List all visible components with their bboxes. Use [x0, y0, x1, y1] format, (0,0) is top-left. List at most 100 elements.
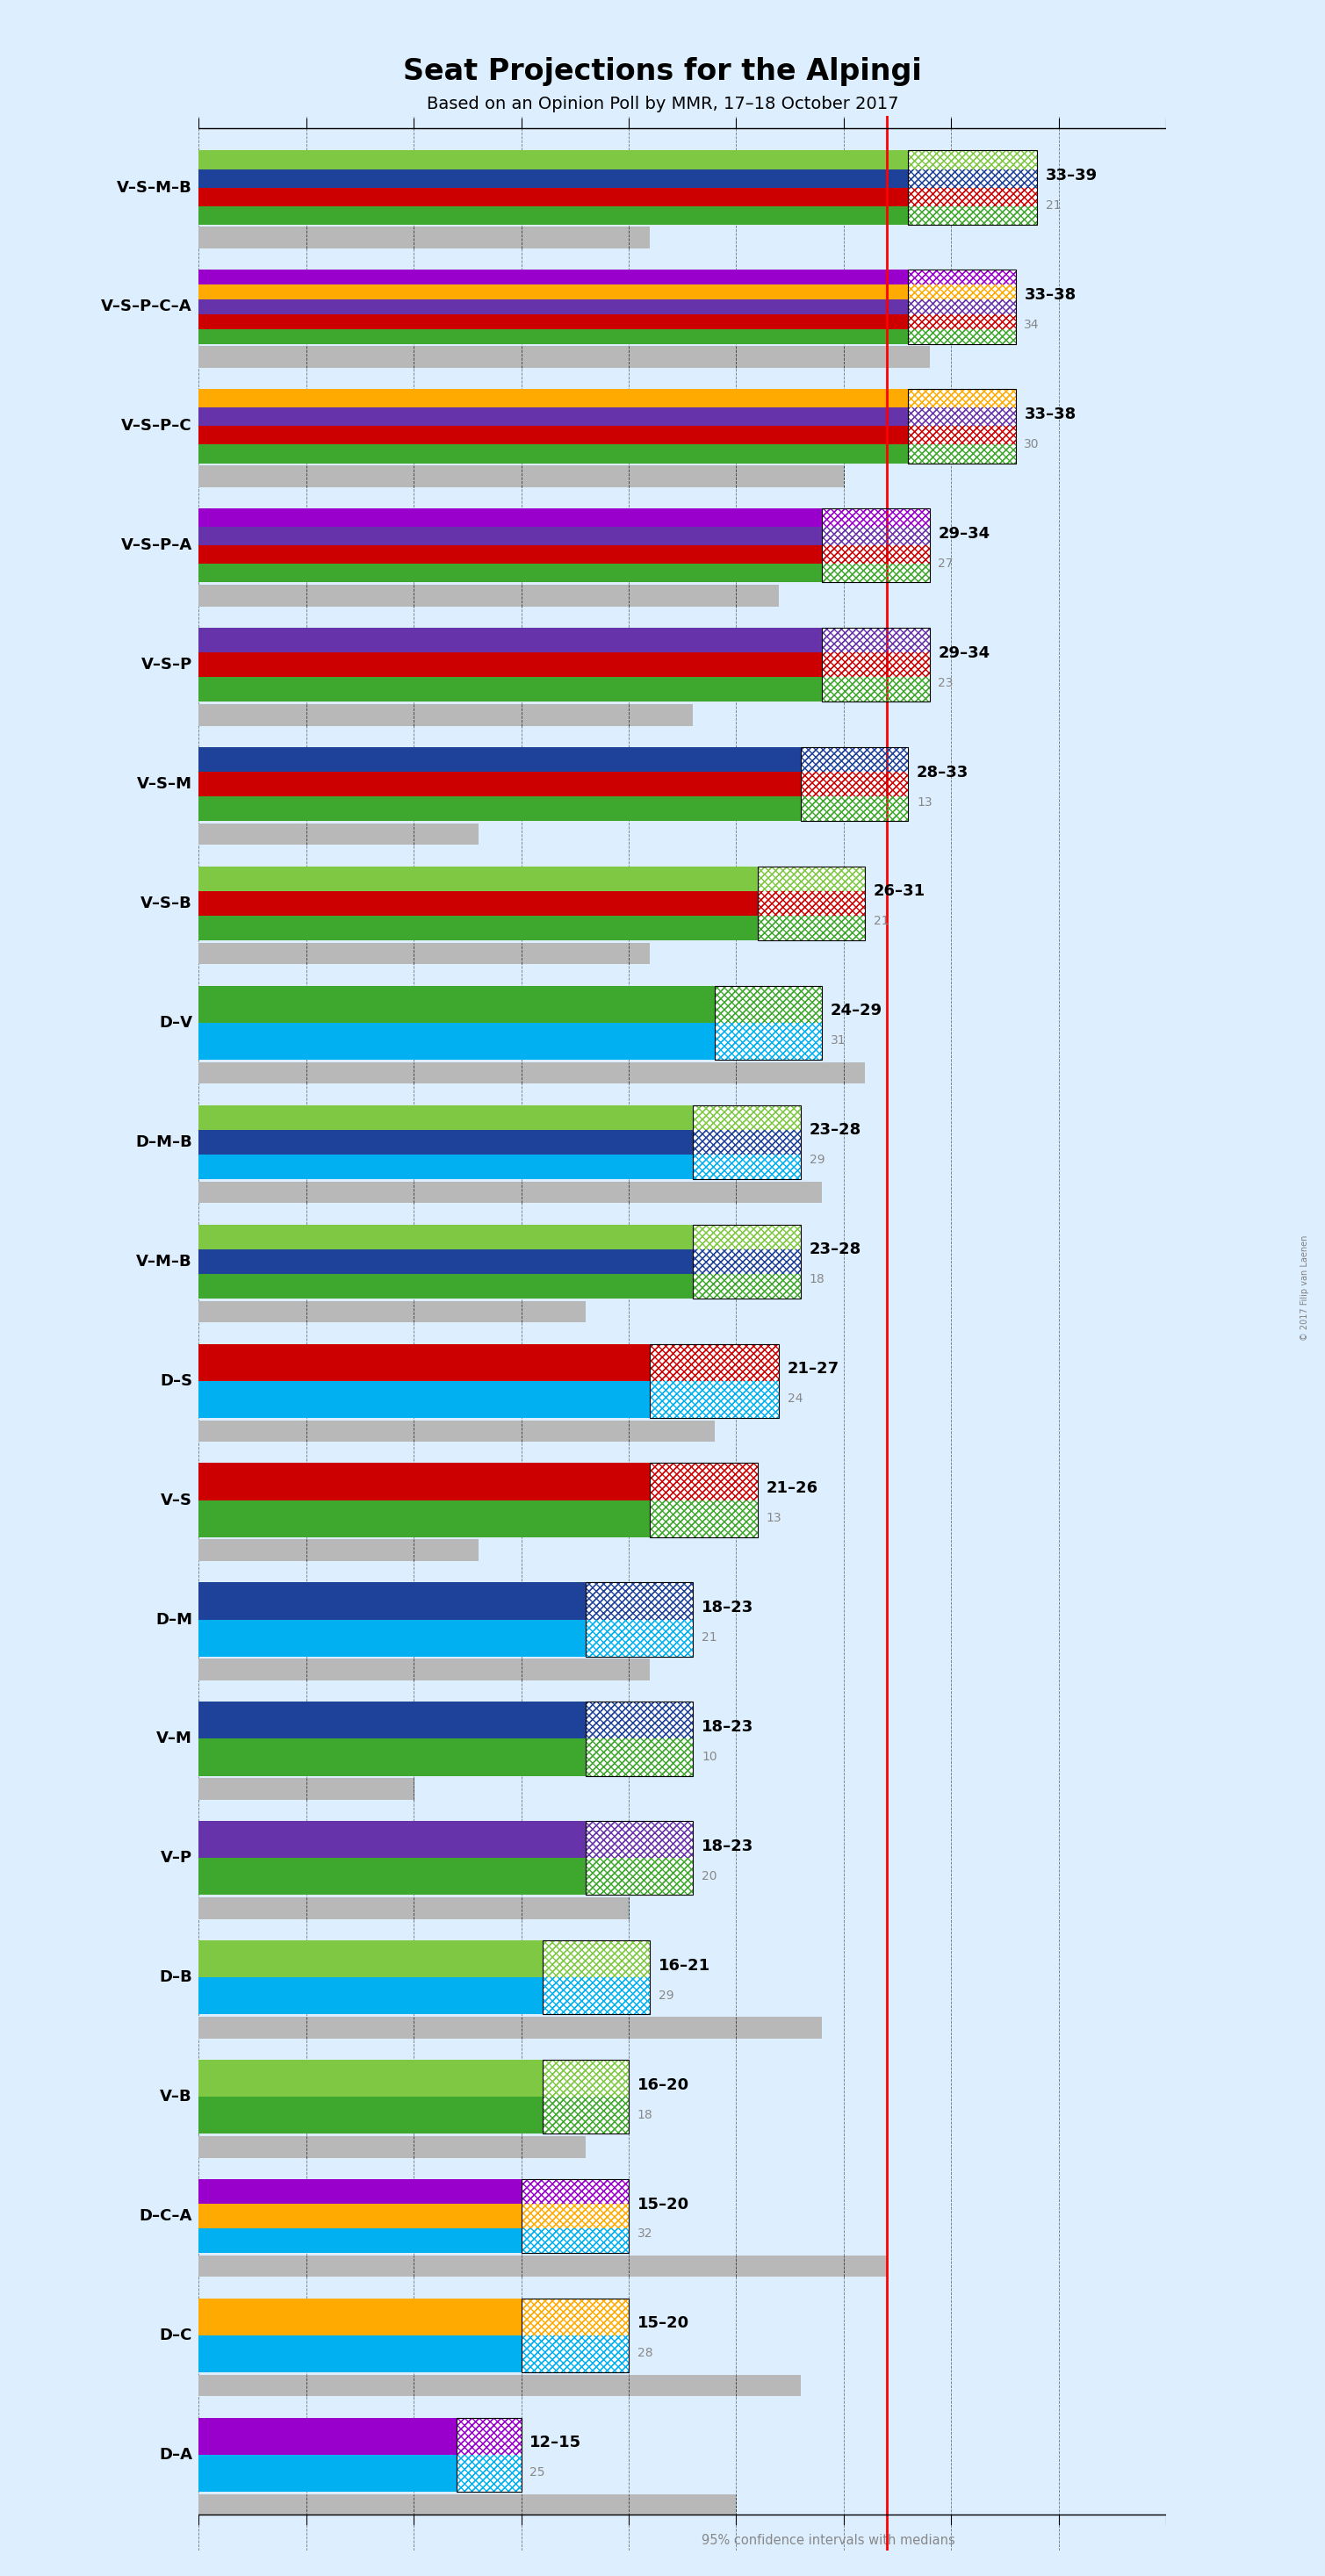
Bar	[457, 2419, 521, 2455]
Text: 32: 32	[637, 2228, 653, 2241]
Bar	[758, 891, 865, 917]
Bar	[693, 1154, 800, 1180]
Bar	[908, 270, 1015, 286]
Bar	[199, 314, 908, 330]
Bar	[693, 1105, 800, 1131]
Bar	[651, 1381, 779, 1417]
Bar	[586, 1739, 693, 1775]
Bar	[908, 188, 1037, 206]
Bar	[457, 2419, 521, 2455]
Bar	[199, 1061, 865, 1084]
Bar	[908, 330, 1015, 343]
Bar	[651, 1463, 758, 1499]
Bar	[693, 1224, 800, 1249]
Bar	[199, 1301, 586, 1321]
Bar	[822, 677, 930, 701]
Text: 29–34: 29–34	[938, 644, 990, 662]
Text: 30: 30	[1024, 438, 1040, 451]
Bar	[586, 1703, 693, 1775]
Text: Seat Projections for the Alpingi: Seat Projections for the Alpingi	[403, 57, 922, 85]
Bar	[199, 1131, 693, 1154]
Bar	[199, 170, 908, 188]
Bar	[908, 286, 1015, 299]
Bar	[521, 2298, 628, 2336]
Text: 33–38: 33–38	[1024, 286, 1076, 304]
Bar	[521, 2205, 628, 2228]
Text: V–P: V–P	[160, 1850, 192, 1865]
Bar	[521, 2179, 628, 2205]
Text: 12–15: 12–15	[530, 2434, 582, 2450]
Bar	[586, 1857, 693, 1896]
Bar	[586, 1821, 693, 1896]
Bar	[908, 206, 1037, 224]
Text: 34: 34	[1024, 319, 1040, 330]
Bar	[651, 1499, 758, 1538]
Text: 28: 28	[637, 2347, 653, 2360]
Bar	[651, 1499, 758, 1538]
Bar	[908, 149, 1037, 224]
Bar	[543, 1978, 651, 2014]
Bar	[543, 1940, 651, 1978]
Bar	[199, 2017, 821, 2038]
Bar	[543, 1940, 651, 1978]
Bar	[908, 188, 1037, 206]
Bar	[908, 314, 1015, 330]
Bar	[199, 446, 908, 464]
Bar	[199, 2136, 586, 2159]
Bar	[521, 2336, 628, 2372]
Text: 21–27: 21–27	[787, 1360, 840, 1376]
Bar	[199, 2179, 521, 2205]
Bar	[908, 286, 1015, 299]
Bar	[586, 1821, 693, 1857]
Text: 21–26: 21–26	[766, 1481, 818, 1497]
Bar	[908, 299, 1015, 314]
Bar	[199, 1419, 714, 1443]
Bar	[800, 796, 908, 822]
Bar	[908, 446, 1015, 464]
Text: 27: 27	[938, 556, 954, 569]
Bar	[800, 773, 908, 796]
Bar	[908, 299, 1015, 314]
Text: 29: 29	[810, 1154, 824, 1167]
Bar	[586, 1703, 693, 1739]
Bar	[457, 2455, 521, 2491]
Bar	[758, 891, 865, 917]
Bar	[199, 747, 800, 773]
Bar	[822, 546, 930, 564]
Bar	[199, 917, 758, 940]
Bar	[199, 1978, 543, 2014]
Text: V–M–B: V–M–B	[136, 1255, 192, 1270]
Bar	[908, 425, 1015, 446]
Bar	[908, 407, 1015, 425]
Bar	[693, 1224, 800, 1249]
Bar	[693, 1224, 800, 1298]
Bar	[758, 866, 865, 891]
Bar	[521, 2179, 628, 2254]
Bar	[586, 1821, 693, 1857]
Bar	[521, 2228, 628, 2254]
Bar	[199, 270, 908, 286]
Bar	[800, 747, 908, 773]
Bar	[758, 866, 865, 940]
Text: D–M: D–M	[155, 1613, 192, 1628]
Bar	[822, 629, 930, 652]
Text: 25: 25	[530, 2468, 545, 2478]
Text: 26–31: 26–31	[873, 884, 926, 899]
Bar	[199, 1857, 586, 1896]
Bar	[199, 891, 758, 917]
Bar	[758, 866, 865, 891]
Bar	[714, 987, 821, 1023]
Bar	[800, 773, 908, 796]
Bar	[199, 652, 821, 677]
Bar	[822, 546, 930, 564]
Bar	[199, 425, 908, 446]
Text: V–S–P–C–A: V–S–P–C–A	[101, 299, 192, 314]
Bar	[199, 286, 908, 299]
Bar	[586, 1620, 693, 1656]
Bar	[908, 407, 1015, 425]
Bar	[693, 1224, 800, 1249]
Bar	[651, 1345, 779, 1381]
Bar	[586, 1620, 693, 1656]
Bar	[651, 1381, 779, 1417]
Bar	[199, 1540, 478, 1561]
